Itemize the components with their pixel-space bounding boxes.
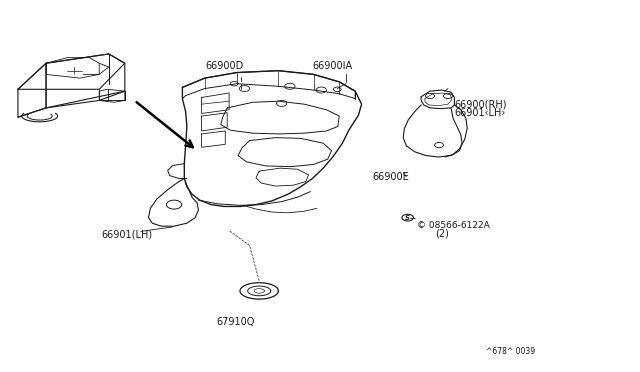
Text: 66901‹LH›: 66901‹LH› [454, 109, 506, 118]
Text: S: S [405, 215, 410, 221]
Text: 66900IA: 66900IA [313, 61, 353, 71]
Text: 66901(LH): 66901(LH) [101, 230, 152, 239]
Text: 66900E: 66900E [372, 172, 409, 182]
Text: 66900(RH): 66900(RH) [454, 100, 507, 110]
Text: (2): (2) [435, 228, 449, 238]
Text: ^678^ 0039: ^678^ 0039 [486, 347, 536, 356]
Text: 66900D: 66900D [205, 61, 243, 71]
Text: © 08566-6122A: © 08566-6122A [417, 221, 490, 230]
Text: 67910Q: 67910Q [216, 317, 255, 327]
